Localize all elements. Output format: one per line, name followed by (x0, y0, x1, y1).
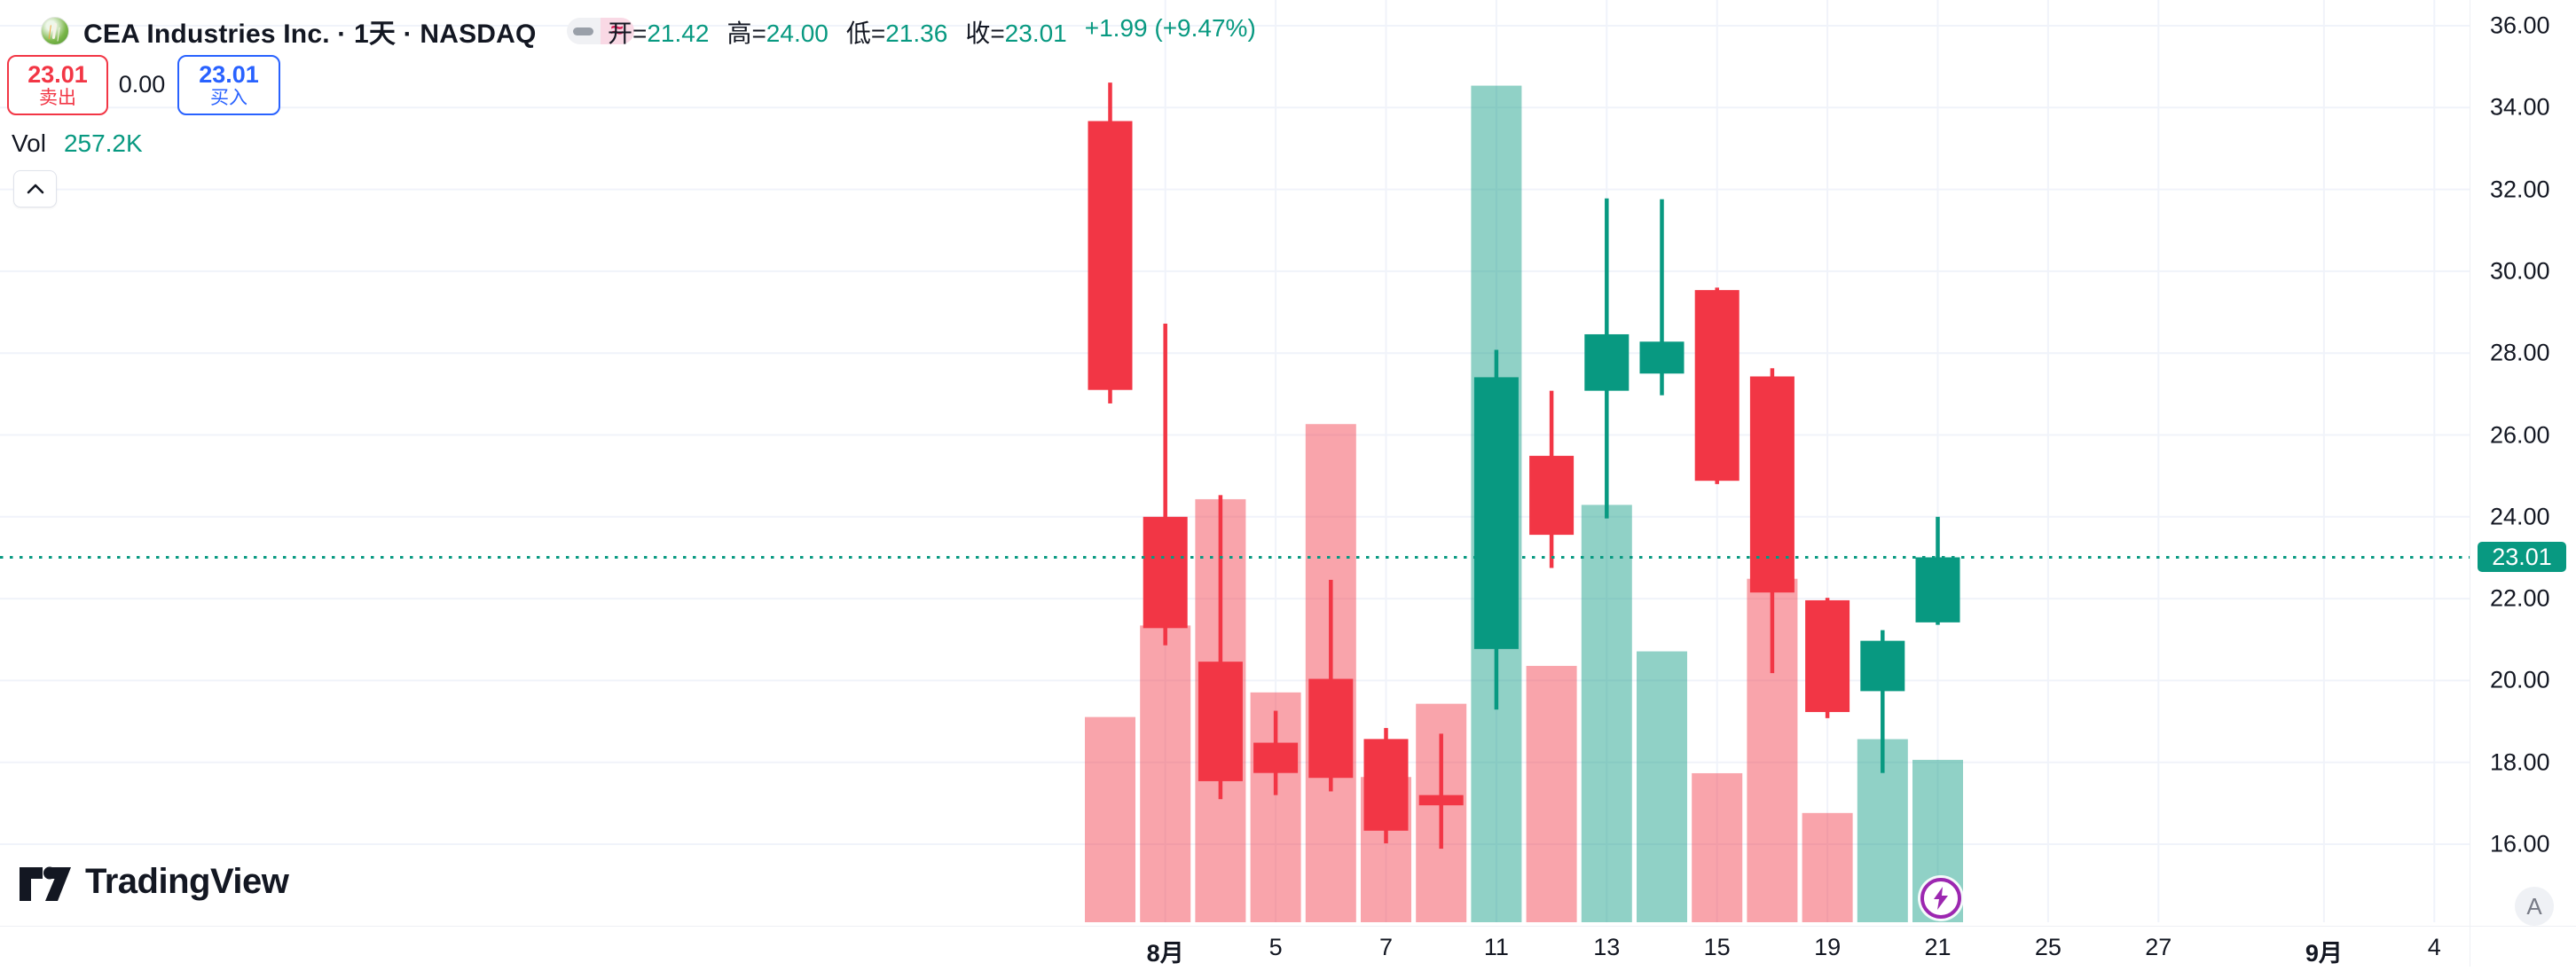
time-axis-label: 27 (2145, 934, 2172, 960)
accessibility-label: A (2526, 892, 2542, 920)
candle-7月31[interactable] (1088, 121, 1133, 390)
candle-8月1[interactable] (1143, 516, 1188, 629)
candle-wick-8月8 (1439, 733, 1443, 850)
candle-8月14[interactable] (1639, 341, 1685, 374)
candle-8月15[interactable] (1694, 290, 1740, 482)
candle-8月20[interactable] (1860, 640, 1905, 692)
candle-wick-8月1 (1163, 323, 1167, 646)
last-price-tag: 23.01 (2478, 542, 2566, 573)
volume-readout: Vol 257.2K (12, 129, 143, 158)
sell-price: 23.01 (27, 61, 88, 89)
candle-wick-8月14 (1660, 199, 1664, 395)
dash-icon (573, 27, 594, 35)
candle-8月7[interactable] (1363, 739, 1409, 831)
time-axis[interactable]: 8月 5 7 11 13 15 19 21 25 27 9月 4 (0, 926, 2576, 967)
volume-bar-8月13[interactable] (1581, 505, 1632, 922)
candle-8月18[interactable] (1749, 376, 1795, 593)
candle-8月6[interactable] (1308, 678, 1354, 779)
spread-value: 0.00 (118, 71, 166, 98)
lightning-icon (1934, 887, 1948, 910)
time-axis-label: 11 (1483, 934, 1509, 960)
time-axis-label: 8月 (1146, 940, 1184, 967)
time-axis-label: 13 (1593, 934, 1621, 960)
open-label: 开= (608, 20, 648, 47)
price-axis-label: 22.00 (2490, 584, 2550, 612)
volume-bar-7月31[interactable] (1085, 717, 1135, 922)
price-axis-label: 30.00 (2490, 257, 2550, 285)
time-axis-label: 9月 (2305, 940, 2343, 967)
time-axis-label: 19 (1814, 934, 1842, 960)
collapse-pane-button[interactable] (13, 170, 57, 208)
candle-8月4[interactable] (1198, 662, 1243, 781)
low-label: 低= (845, 20, 886, 47)
buy-button[interactable]: 23.01 买入 (177, 55, 280, 115)
price-axis-label: 32.00 (2490, 176, 2550, 203)
volume-bar-8月19[interactable] (1802, 812, 1853, 922)
volume-value: 257.2K (63, 129, 143, 157)
symbol-logo-icon (41, 17, 69, 45)
time-axis-label: 15 (1703, 934, 1731, 960)
high-label: 高= (726, 20, 766, 47)
price-axis[interactable]: 36.00 34.00 32.00 30.00 28.00 26.00 24.00 22.00… (2470, 0, 2576, 967)
volume-bar-8月1[interactable] (1140, 625, 1191, 922)
time-axis-label: 4 (2427, 934, 2441, 960)
ohlc-readout: 开=21.42 高=24.00 低=21.36 收=23.01 +1.99 (+… (608, 14, 1256, 50)
sell-label: 卖出 (39, 88, 76, 109)
sell-button[interactable]: 23.01 卖出 (7, 55, 108, 115)
buy-price: 23.01 (199, 61, 259, 89)
price-axis-label: 28.00 (2490, 339, 2550, 366)
candle-8月11[interactable] (1473, 377, 1519, 649)
candle-8月21[interactable] (1915, 557, 1960, 623)
buy-label: 买入 (210, 88, 247, 109)
symbol-header: CEA Industries Inc. · 1天 · NASDAQ ≈ (41, 12, 634, 51)
candle-8月8[interactable] (1418, 795, 1464, 806)
price-axis-label: 16.00 (2490, 830, 2550, 857)
volume-bar-8月14[interactable] (1637, 651, 1687, 922)
symbol-title[interactable]: CEA Industries Inc. · 1天 · NASDAQ (83, 20, 537, 49)
time-axis-label: 21 (1924, 934, 1952, 960)
dash-mode-segment[interactable] (566, 18, 601, 44)
time-axis-label: 25 (2034, 934, 2062, 960)
close-value: 23.01 (1004, 20, 1067, 47)
time-axis-label: 5 (1268, 934, 1283, 960)
tradingview-logo[interactable]: TradingView (18, 860, 289, 903)
candle-8月12[interactable] (1529, 456, 1575, 536)
price-axis-label: 20.00 (2490, 666, 2550, 693)
volume-bar-8月15[interactable] (1692, 772, 1743, 922)
tradingview-wordmark: TradingView (85, 861, 289, 901)
price-axis-label: 36.00 (2490, 12, 2550, 39)
time-axis-label: 7 (1378, 934, 1394, 960)
chart-mode-toggle[interactable]: ≈ (566, 18, 634, 44)
open-value: 21.42 (647, 20, 710, 47)
low-value: 21.36 (885, 20, 948, 47)
close-label: 收= (965, 20, 1005, 47)
high-value: 24.00 (766, 20, 829, 47)
candle-wick-8月4 (1218, 495, 1223, 800)
price-axis-label: 34.00 (2490, 93, 2550, 121)
flash-event-badge[interactable] (1920, 878, 1961, 919)
candle-8月19[interactable] (1805, 599, 1850, 712)
tradingview-mark-icon (20, 866, 71, 901)
approx-mode-segment[interactable]: ≈ (600, 18, 634, 44)
candle-8月13[interactable] (1584, 333, 1630, 391)
price-axis-label: 24.00 (2490, 503, 2550, 530)
price-axis-label: 26.00 (2490, 421, 2550, 448)
candle-wick-8月20 (1881, 630, 1885, 773)
volume-label: Vol (12, 129, 46, 157)
change-value: +1.99 (+9.47%) (1084, 14, 1256, 42)
candle-8月5[interactable] (1253, 742, 1299, 773)
accessibility-button[interactable]: A (2515, 887, 2554, 926)
approx-icon: ≈ (610, 18, 624, 43)
chevron-up-icon (27, 184, 43, 194)
volume-bar-8月12[interactable] (1526, 665, 1577, 922)
price-axis-label: 18.00 (2490, 748, 2550, 776)
